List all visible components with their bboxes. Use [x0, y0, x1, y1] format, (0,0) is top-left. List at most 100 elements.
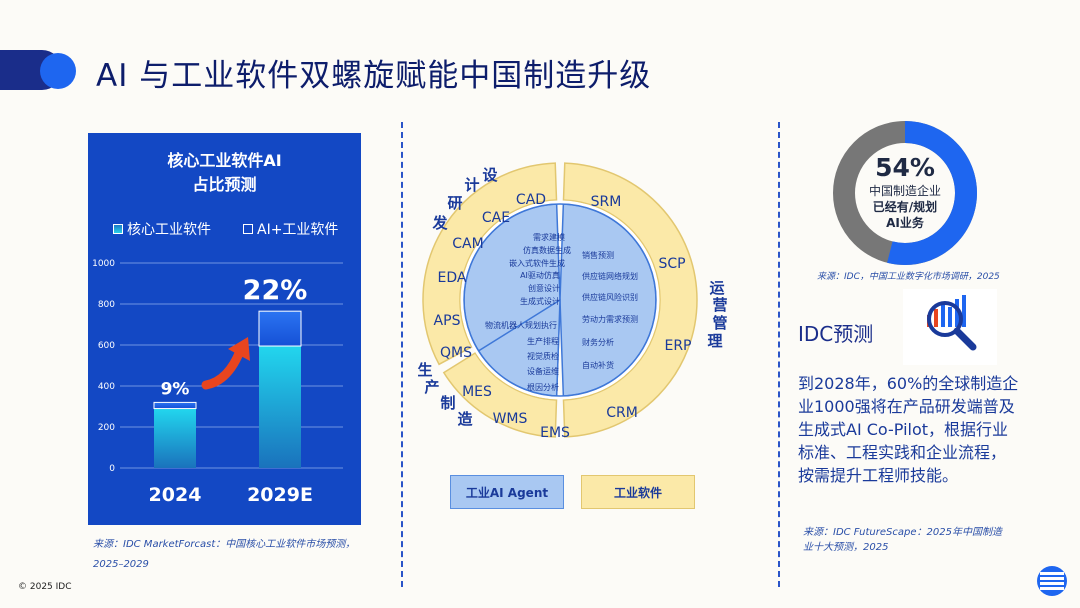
idc-source-line1: 来源：IDC FutureScape：2025年中国制造 — [803, 527, 1002, 538]
y-tick-label: 0 — [109, 464, 115, 474]
inner-prod-label: 物流机器人规划执行 — [485, 320, 557, 330]
outer-label: CAM — [452, 236, 483, 252]
data-label: 9% — [161, 379, 190, 399]
arc-label-char: 制 — [440, 394, 455, 412]
y-tick-label: 400 — [98, 382, 115, 392]
copyright: © 2025 IDC — [18, 582, 72, 592]
arc-label-char: 运 — [709, 279, 724, 297]
donut-value-arc — [887, 121, 977, 265]
analytics-icon — [903, 289, 997, 365]
outer-label: CRM — [606, 405, 638, 421]
arc-label-char: 研 — [447, 194, 462, 212]
inner-ops-label: 销售预测 — [582, 250, 614, 260]
left-source-line2: 2025–2029 — [93, 559, 149, 570]
bar-core — [259, 346, 301, 468]
growth-arrow — [201, 346, 245, 390]
donut-chart — [833, 121, 977, 265]
donut-percent: 54% — [875, 153, 935, 182]
arc-label-char: 管 — [712, 314, 727, 332]
donut-line2: 已经有/规划 — [872, 200, 938, 214]
idc-forecast-text: 到2028年，60%的全球制造企业1000强将在产品研发端普及生成式AI Co-… — [798, 374, 1019, 485]
inner-design-label: 生成式设计 — [520, 296, 560, 306]
chart-panel: 核心工业软件AI 占比预测 核心工业软件 AI+工业软件 0 200 400 600 8… — [88, 133, 361, 525]
column-divider-left — [401, 122, 403, 587]
column-divider-right — [778, 122, 780, 587]
legend-core-label: 核心工业软件 — [127, 222, 211, 238]
inner-ops-label: 供应链风险识别 — [582, 292, 638, 302]
inner-design-label: 创意设计 — [528, 283, 560, 293]
idc-logo-icon — [1037, 566, 1067, 596]
inner-design-label: 嵌入式软件生成 — [509, 258, 565, 268]
bar-core — [154, 408, 196, 468]
arc-label-char: 发 — [431, 214, 448, 232]
donut-line3: AI业务 — [886, 216, 924, 230]
y-tick-label: 1000 — [92, 259, 115, 269]
inner-prod-label: 根因分析 — [527, 382, 559, 392]
donut-label: 54% 中国制造企业 已经有/规划 AI业务 — [855, 153, 955, 231]
title-accent-dot — [40, 53, 76, 89]
arc-label-char: 营 — [712, 296, 727, 314]
outer-segment-prod — [442, 351, 558, 438]
outer-label: MES — [462, 384, 492, 400]
chart-title: 核心工业软件AI 占比预测 — [88, 149, 361, 197]
legend-software-button: 工业软件 — [581, 475, 695, 509]
legend-ai-agent-button: 工业AI Agent — [450, 475, 564, 509]
idc-forecast-title: IDC预测 — [798, 322, 874, 346]
outer-segment-ops — [562, 162, 698, 438]
inner-ops-label: 供应链网络规划 — [582, 271, 638, 281]
inner-prod-label: 设备运维 — [527, 366, 559, 376]
legend-ai-label: AI+工业软件 — [257, 222, 339, 238]
arc-label-char: 设 — [482, 166, 497, 184]
inner-design-label: AI驱动仿真 — [520, 270, 560, 280]
bar-ai — [153, 401, 197, 410]
outer-label: EDA — [438, 270, 467, 286]
outer-label: EMS — [540, 425, 570, 441]
inner-prod-label: 生产排程 — [527, 336, 559, 346]
outer-label: SCP — [658, 256, 685, 272]
inner-ops-label: 财务分析 — [582, 337, 614, 347]
legend-core: 核心工业软件 — [113, 219, 211, 239]
inner-ring-border — [460, 200, 660, 400]
y-tick-label: 800 — [98, 300, 115, 310]
inner-design-label: 仿真数据生成 — [523, 245, 571, 255]
legend-software-label: 工业软件 — [613, 485, 662, 500]
outer-segment-design — [422, 162, 558, 366]
inner-ring-outline — [463, 203, 657, 397]
arc-label-char: 产 — [424, 378, 439, 396]
bar-ai — [258, 310, 302, 347]
x-tick-label: 2024 — [149, 484, 202, 506]
y-tick-label: 600 — [98, 341, 115, 351]
outer-label: QMS — [440, 345, 472, 361]
donut-line1: 中国制造企业 — [868, 184, 941, 198]
donut-source: 来源：IDC，中国工业数字化市场调研，2025 — [817, 272, 1000, 282]
arc-label-char: 理 — [707, 332, 722, 350]
inner-ops-label: 自动补货 — [582, 360, 614, 370]
page-title: AI 与工业软件双螺旋赋能中国制造升级 — [96, 58, 652, 94]
legend-ai: AI+工业软件 — [243, 219, 338, 239]
legend-ai-swatch — [243, 224, 253, 234]
chart-title-line2: 占比预测 — [192, 175, 257, 194]
x-tick-label: 2029E — [247, 484, 313, 506]
inner-ops-label: 劳动力需求预测 — [582, 314, 638, 324]
outer-label: WMS — [493, 411, 528, 427]
data-label: 22% — [243, 275, 308, 306]
outer-label: CAE — [482, 210, 510, 226]
outer-label: ERP — [664, 338, 691, 354]
outer-label: CAD — [516, 192, 546, 208]
left-source: 来源：IDC MarketForcast：中国核心工业软件市场预测， 2025–… — [93, 535, 355, 575]
arc-label-char: 生 — [417, 361, 432, 379]
bar-chart: 0 200 400 600 800 1000 2024 9% 2029E 22% — [92, 259, 343, 506]
chart-title-line1: 核心工业软件AI — [167, 151, 282, 170]
growth-arrow-head — [228, 337, 250, 361]
inner-prod-label: 视觉质检 — [527, 351, 559, 361]
idc-source-line2: 业十大预测，2025 — [803, 542, 889, 553]
y-tick-label: 200 — [98, 423, 115, 433]
left-source-line1: 来源：IDC MarketForcast：中国核心工业软件市场预测， — [93, 539, 356, 550]
arc-label-char: 计 — [464, 176, 479, 194]
legend-core-swatch — [113, 224, 123, 234]
outer-label: APS — [434, 313, 461, 329]
idc-source: 来源：IDC FutureScape：2025年中国制造 业十大预测，2025 — [803, 525, 1002, 555]
arc-label-char: 造 — [457, 410, 472, 428]
outer-label: SRM — [591, 194, 622, 210]
